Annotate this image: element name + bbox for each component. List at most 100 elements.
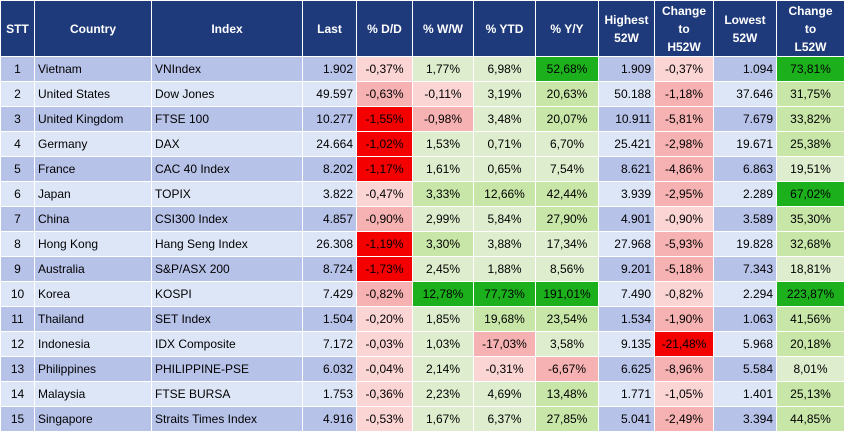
- cell-last: 7.172: [302, 331, 357, 357]
- cell-ww: 1,53%: [412, 131, 474, 157]
- cell-low52w: 3.589: [713, 206, 777, 232]
- cell-stt: 5: [0, 156, 35, 182]
- cell-stt: 13: [0, 356, 35, 382]
- cell-dd: -0,04%: [356, 356, 413, 382]
- header-high52w-line: Highest: [604, 12, 649, 27]
- cell-last: 1.902: [302, 56, 357, 82]
- cell-last: 26.308: [302, 231, 357, 257]
- header-chg-l52w-line: L52W: [794, 39, 827, 54]
- cell-ytd: -0,31%: [473, 356, 536, 382]
- header-dd: % D/D: [356, 0, 413, 57]
- cell-country: Vietnam: [34, 56, 152, 82]
- cell-low52w: 1.401: [713, 381, 777, 407]
- cell-dd: -0,90%: [356, 206, 413, 232]
- cell-dd: -1,19%: [356, 231, 413, 257]
- cell-low52w: 7.343: [713, 256, 777, 282]
- cell-country: China: [34, 206, 152, 232]
- cell-country: France: [34, 156, 152, 182]
- cell-dd: -0,47%: [356, 181, 413, 207]
- cell-ww: -0,11%: [412, 81, 474, 107]
- table-body: 1 Vietnam VNIndex 1.902 -0,37% 1,77% 6,98% 52,6…: [0, 56, 845, 432]
- cell-high52w: 5.041: [598, 406, 655, 432]
- cell-ww: 1,03%: [412, 331, 474, 357]
- cell-ytd: 6,37%: [473, 406, 536, 432]
- header-ytd: % YTD: [473, 0, 536, 57]
- cell-index: DAX: [151, 131, 303, 157]
- cell-chg-l52w: 8,01%: [776, 356, 845, 382]
- cell-yy: 20,63%: [535, 81, 599, 107]
- header-last-line: Last: [317, 21, 342, 36]
- cell-ww: 12,78%: [412, 281, 474, 307]
- cell-stt: 15: [0, 406, 35, 432]
- cell-yy: 42,44%: [535, 181, 599, 207]
- cell-ww: 2,14%: [412, 356, 474, 382]
- cell-country: Thailand: [34, 306, 152, 332]
- cell-high52w: 8.621: [598, 156, 655, 182]
- table-row: 3 United Kingdom FTSE 100 10.277 -1,55% -0,98…: [0, 106, 845, 132]
- header-index-line: Index: [211, 21, 243, 36]
- cell-index: KOSPI: [151, 281, 303, 307]
- cell-low52w: 3.394: [713, 406, 777, 432]
- cell-index: VNIndex: [151, 56, 303, 82]
- cell-ytd: 3,88%: [473, 231, 536, 257]
- cell-chg-l52w: 67,02%: [776, 181, 845, 207]
- cell-low52w: 19.828: [713, 231, 777, 257]
- cell-low52w: 5.968: [713, 331, 777, 357]
- cell-yy: 13,48%: [535, 381, 599, 407]
- cell-dd: -1,02%: [356, 131, 413, 157]
- cell-high52w: 1.771: [598, 381, 655, 407]
- header-low52w-line: 52W: [732, 30, 758, 45]
- cell-stt: 8: [0, 231, 35, 257]
- cell-ytd: 6,98%: [473, 56, 536, 82]
- table-row: 12 Indonesia IDX Composite 7.172 -0,03% 1,03%…: [0, 331, 845, 357]
- cell-yy: 52,68%: [535, 56, 599, 82]
- cell-index: CSI300 Index: [151, 206, 303, 232]
- cell-ww: 3,30%: [412, 231, 474, 257]
- cell-last: 4.857: [302, 206, 357, 232]
- cell-chg-l52w: 35,30%: [776, 206, 845, 232]
- cell-chg-h52w: -0,37%: [654, 56, 714, 82]
- cell-high52w: 7.490: [598, 281, 655, 307]
- cell-chg-h52w: -21,48%: [654, 331, 714, 357]
- header-index: Index: [151, 0, 303, 57]
- market-index-table: STT Country Index Last % D/D % W/W % YTD % Y/Y H…: [0, 0, 845, 432]
- cell-last: 10.277: [302, 106, 357, 132]
- header-ww: % W/W: [412, 0, 474, 57]
- cell-last: 3.822: [302, 181, 357, 207]
- cell-country: United States: [34, 81, 152, 107]
- cell-index: FTSE 100: [151, 106, 303, 132]
- cell-ytd: 0,65%: [473, 156, 536, 182]
- cell-stt: 11: [0, 306, 35, 332]
- cell-dd: -0,82%: [356, 281, 413, 307]
- cell-stt: 12: [0, 331, 35, 357]
- cell-ytd: 4,69%: [473, 381, 536, 407]
- cell-chg-l52w: 44,85%: [776, 406, 845, 432]
- cell-stt: 14: [0, 381, 35, 407]
- table-row: 4 Germany DAX 24.664 -1,02% 1,53% 0,71% 6,70% 25…: [0, 131, 845, 157]
- cell-country: Indonesia: [34, 331, 152, 357]
- cell-country: United Kingdom: [34, 106, 152, 132]
- header-yy-line: % Y/Y: [550, 21, 584, 36]
- table-row: 13 Philippines PHILIPPINE-PSE 6.032 -0,04% 2,…: [0, 356, 845, 382]
- cell-yy: 17,34%: [535, 231, 599, 257]
- cell-chg-h52w: -5,18%: [654, 256, 714, 282]
- table-row: 8 Hong Kong Hang Seng Index 26.308 -1,19% 3,3…: [0, 231, 845, 257]
- header-ww-line: % W/W: [423, 21, 463, 36]
- cell-yy: 7,54%: [535, 156, 599, 182]
- cell-ww: 2,99%: [412, 206, 474, 232]
- table-row: 10 Korea KOSPI 7.429 -0,82% 12,78% 77,73% 191,0…: [0, 281, 845, 307]
- header-chg-l52w: Change to L52W: [776, 0, 845, 57]
- cell-stt: 6: [0, 181, 35, 207]
- cell-low52w: 2.294: [713, 281, 777, 307]
- cell-index: CAC 40 Index: [151, 156, 303, 182]
- table-row: 7 China CSI300 Index 4.857 -0,90% 2,99% 5,84% 2…: [0, 206, 845, 232]
- cell-high52w: 4.901: [598, 206, 655, 232]
- cell-dd: -0,36%: [356, 381, 413, 407]
- cell-ytd: -17,03%: [473, 331, 536, 357]
- cell-last: 24.664: [302, 131, 357, 157]
- cell-chg-l52w: 33,82%: [776, 106, 845, 132]
- header-low52w: Lowest 52W: [713, 0, 777, 57]
- header-chg-h52w-line: to: [678, 21, 690, 36]
- cell-low52w: 6.863: [713, 156, 777, 182]
- header-chg-h52w-line: H52W: [667, 39, 701, 54]
